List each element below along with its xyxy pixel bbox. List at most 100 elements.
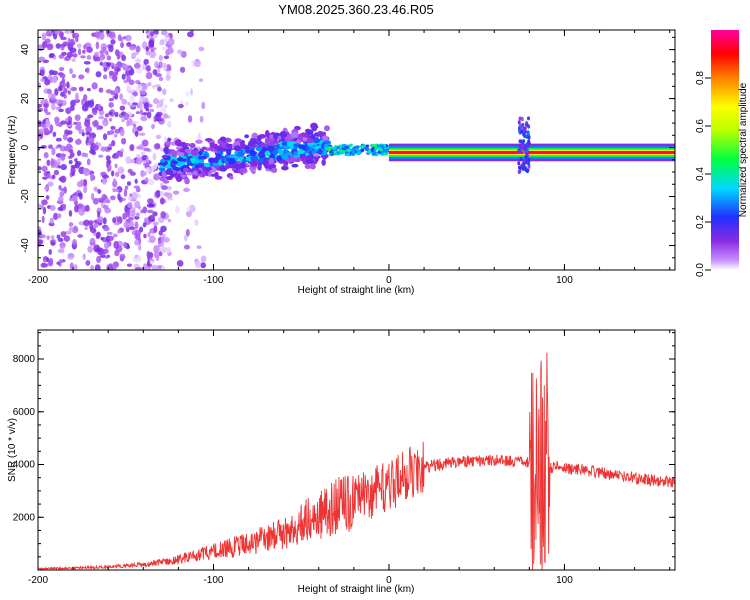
heatmap-cell bbox=[71, 171, 75, 177]
heatmap-cell bbox=[153, 225, 158, 233]
heatmap-cell bbox=[159, 246, 167, 254]
x-tick-label: 100 bbox=[556, 575, 573, 586]
heatmap-cell bbox=[84, 226, 88, 231]
heatmap-cell bbox=[240, 161, 246, 168]
heatmap-cell bbox=[522, 139, 526, 144]
heatmap-cell bbox=[360, 145, 365, 149]
heatmap-cell bbox=[201, 101, 206, 110]
heatmap-cell bbox=[60, 36, 67, 41]
heatmap-cell bbox=[49, 204, 56, 211]
heatmap-cell bbox=[213, 143, 219, 151]
heatmap-cell bbox=[43, 186, 48, 190]
heatmap-cell bbox=[282, 145, 291, 149]
heatmap-cell bbox=[155, 253, 160, 262]
heatmap-cell bbox=[160, 211, 166, 219]
heatmap-cell bbox=[80, 55, 86, 59]
heatmap-cell bbox=[57, 237, 64, 242]
heatmap-cell bbox=[141, 139, 149, 147]
heatmap-cell bbox=[60, 120, 67, 125]
heatmap-cell bbox=[81, 132, 85, 137]
heatmap-cell bbox=[43, 152, 49, 159]
x-tick-label: -200 bbox=[28, 275, 48, 286]
heatmap-cell bbox=[195, 139, 203, 144]
heatmap-cell bbox=[42, 119, 47, 125]
heatmap-cell bbox=[89, 223, 94, 231]
heatmap-cell bbox=[126, 212, 131, 218]
heatmap-cell bbox=[125, 69, 130, 77]
heatmap-cell bbox=[67, 90, 71, 95]
heatmap-cell bbox=[85, 260, 91, 266]
colorbar-gradient bbox=[711, 30, 739, 270]
heatmap-cell bbox=[245, 149, 250, 153]
heatmap-cell bbox=[142, 171, 147, 176]
heatmap-cell bbox=[385, 149, 390, 153]
heatmap-cell bbox=[72, 239, 77, 246]
heatmap-cell bbox=[131, 52, 139, 56]
heatmap-cell bbox=[83, 44, 87, 50]
heatmap-cell bbox=[160, 158, 166, 163]
heatmap-cell bbox=[199, 159, 205, 164]
heatmap-cell bbox=[157, 86, 162, 92]
heatmap-cell bbox=[58, 67, 65, 72]
heatmap-cell bbox=[74, 158, 78, 163]
heatmap-cell bbox=[164, 165, 172, 169]
heatmap-cell bbox=[184, 177, 190, 185]
heatmap-cell bbox=[57, 195, 64, 203]
heatmap-cell bbox=[333, 152, 338, 156]
heatmap-cell bbox=[48, 249, 52, 255]
heatmap-cell bbox=[159, 167, 166, 172]
heatmap-cell bbox=[167, 186, 173, 191]
heatmap-cell bbox=[218, 146, 223, 151]
heatmap-cell bbox=[134, 221, 139, 230]
heatmap-x-ticks: -200 -100 0 100 bbox=[28, 30, 671, 286]
heatmap-cell bbox=[151, 123, 155, 130]
heatmap-cell bbox=[176, 157, 184, 162]
heatmap-cell bbox=[182, 167, 189, 173]
heatmap-cell bbox=[264, 164, 271, 169]
heatmap-cell bbox=[57, 99, 64, 104]
heatmap-cell bbox=[286, 141, 293, 147]
heatmap-cell bbox=[355, 148, 360, 152]
heatmap-cell bbox=[183, 187, 190, 193]
heatmap-cell bbox=[51, 174, 56, 180]
heatmap-cell bbox=[105, 89, 113, 94]
heatmap-cell bbox=[129, 220, 134, 229]
heatmap-cell bbox=[229, 154, 237, 158]
heatmap-cell bbox=[523, 126, 527, 131]
heatmap-cell bbox=[266, 145, 275, 153]
heatmap-cell bbox=[84, 119, 91, 128]
x-tick-label: -200 bbox=[28, 575, 48, 586]
heatmap-cell bbox=[174, 139, 182, 147]
heatmap-cell bbox=[50, 94, 56, 101]
heatmap-cell bbox=[176, 152, 185, 157]
heatmap-cell bbox=[59, 73, 66, 79]
heatmap-cell bbox=[155, 190, 161, 198]
heatmap-cell bbox=[84, 102, 88, 107]
heatmap-cell bbox=[58, 176, 65, 182]
heatmap-cell bbox=[194, 59, 201, 68]
heatmap-cell bbox=[306, 129, 314, 136]
heatmap-cell bbox=[100, 236, 104, 241]
heatmap-cell bbox=[165, 74, 171, 81]
heatmap-cell bbox=[291, 163, 299, 168]
heatmap-cell bbox=[115, 216, 119, 220]
heatmap-cell bbox=[105, 61, 111, 66]
heatmap-cell bbox=[128, 226, 135, 231]
heatmap-cell bbox=[527, 161, 531, 166]
heatmap-cell bbox=[74, 204, 79, 213]
heatmap-cell bbox=[262, 146, 267, 153]
heatmap-cell bbox=[123, 241, 128, 249]
heatmap-cell bbox=[116, 67, 121, 72]
heatmap-cell bbox=[60, 245, 65, 249]
heatmap-cell bbox=[129, 159, 136, 164]
heatmap-cell bbox=[75, 92, 79, 101]
heatmap-cell bbox=[77, 234, 84, 238]
heatmap-cell bbox=[63, 235, 71, 242]
heatmap-cell bbox=[108, 164, 112, 172]
heatmap-cell bbox=[142, 112, 149, 116]
heatmap-cell bbox=[186, 207, 191, 212]
heatmap-cell bbox=[90, 172, 94, 180]
heatmap-cell bbox=[89, 149, 96, 155]
heatmap-cell bbox=[123, 112, 130, 121]
heatmap-cell bbox=[132, 120, 139, 125]
